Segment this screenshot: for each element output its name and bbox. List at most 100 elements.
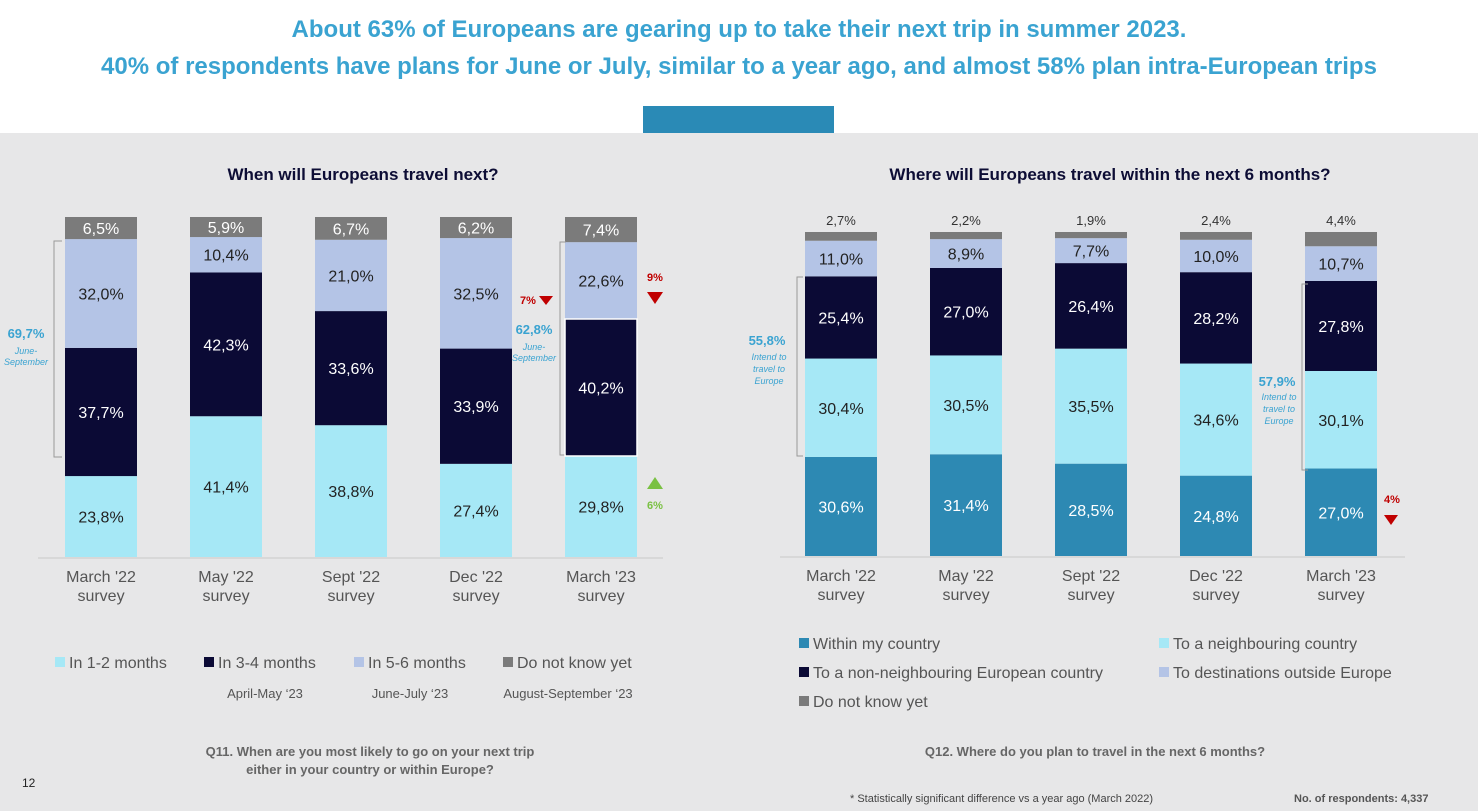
data-label: 31,4% (943, 498, 988, 515)
change-label: 6% (647, 500, 663, 512)
x-tick-label: May '22 (198, 569, 254, 586)
legend-swatch (799, 696, 809, 706)
legend-swatch (799, 667, 809, 677)
bracket-line (53, 240, 62, 458)
bar-segment (190, 416, 262, 557)
bar-segment (805, 276, 877, 359)
data-label: 33,9% (453, 399, 498, 416)
data-label: 5,9% (208, 220, 244, 237)
data-label: 32,5% (453, 286, 498, 303)
x-tick-label: Sept '22 (1062, 568, 1120, 585)
change-label: 7% (520, 295, 536, 307)
legend-label: Do not know yet (813, 694, 928, 711)
x-tick-label: March '23 (1306, 568, 1376, 585)
bracket-line (796, 276, 803, 457)
data-label: 11,0% (819, 252, 863, 269)
right-chart-title: Where will Europeans travel within the n… (889, 165, 1331, 184)
bar-segment (565, 319, 637, 456)
data-label: 26,4% (1068, 299, 1113, 316)
data-label: 23,8% (78, 510, 123, 527)
annotation-value: 55,8% (749, 333, 786, 348)
x-tick-label: March '23 (566, 569, 636, 586)
bar-segment (440, 463, 512, 557)
legend-swatch (1159, 667, 1169, 677)
down-arrow-icon (539, 296, 553, 305)
bar-segment (1055, 463, 1127, 556)
bar-segment (65, 239, 137, 348)
data-label: 34,6% (1193, 413, 1238, 430)
footnote: * Statistically significant difference v… (850, 793, 1154, 805)
bar-segment (930, 355, 1002, 455)
annotation-text: travel to (1263, 404, 1295, 414)
annotation-text: June- (522, 342, 546, 352)
left-legend-item: In 3-4 months (204, 655, 316, 673)
bar-segment (1055, 348, 1127, 464)
bar-segment (315, 311, 387, 426)
x-tick-label: survey (942, 587, 989, 604)
data-label: 35,5% (1068, 399, 1113, 416)
legend-label: In 3-4 months (218, 655, 316, 672)
data-label: 27,4% (453, 503, 498, 520)
data-label: 2,2% (951, 213, 981, 228)
data-label: 30,6% (818, 499, 863, 516)
sub-label-aug-sept: August-September ‘23 (503, 686, 633, 701)
bar-segment (565, 455, 637, 557)
annotation-value: 69,7% (8, 326, 45, 341)
right-legend-item: Within my country (799, 636, 940, 654)
data-label: 7,7% (1073, 244, 1109, 261)
legend-swatch (1159, 638, 1169, 648)
down-arrow-icon (1384, 515, 1398, 525)
bar-segment (1055, 238, 1127, 264)
data-label: 27,0% (943, 305, 988, 322)
annotation-text: Intend to (751, 352, 786, 362)
x-tick-label: survey (77, 588, 124, 605)
question-line: Q11. When are you most likely to go on y… (205, 744, 535, 759)
legend-swatch (204, 657, 214, 667)
accent-bar (643, 106, 834, 133)
legend-swatch (55, 657, 65, 667)
x-tick-label: survey (1067, 587, 1114, 604)
bar-segment (440, 217, 512, 239)
data-label: 10,0% (1193, 249, 1238, 266)
x-tick-label: May '22 (938, 568, 994, 585)
annotation-text: travel to (753, 364, 785, 374)
data-label: 6,2% (458, 221, 494, 238)
bracket-line (559, 241, 566, 456)
legend-label: To destinations outside Europe (1173, 665, 1392, 682)
data-label: 27,0% (1318, 505, 1363, 522)
bar-segment (1055, 263, 1127, 349)
x-tick-label: Dec '22 (449, 569, 503, 586)
right-legend-item: To a neighbouring country (1159, 636, 1357, 654)
bar-segment (190, 217, 262, 238)
respondents-count: No. of respondents: 4,337 (1294, 793, 1429, 805)
bar-segment (1180, 239, 1252, 273)
change-label: 4% (1384, 494, 1400, 506)
bar-segment (1180, 475, 1252, 556)
data-label: 7,4% (583, 223, 619, 240)
right-legend-item: Do not know yet (799, 694, 928, 712)
x-tick-label: survey (452, 588, 499, 605)
annotation-text: Intend to (1261, 392, 1296, 402)
data-label: 25,4% (818, 310, 863, 327)
bar-segment (930, 454, 1002, 556)
annotation-value: 57,9% (1259, 374, 1296, 389)
x-tick-label: March '22 (66, 569, 136, 586)
x-tick-label: Dec '22 (1189, 568, 1243, 585)
bar-segment (1180, 363, 1252, 476)
annotation-text: Europe (754, 376, 783, 386)
bar-segment (1180, 232, 1252, 240)
right-question: Q12. Where do you plan to travel in the … (924, 744, 1266, 759)
annotation-text: June- (14, 346, 38, 356)
data-label: 32,0% (78, 287, 123, 304)
bar-segment (1305, 280, 1377, 371)
headline-line-1: About 63% of Europeans are gearing up to… (291, 16, 1187, 43)
data-label: 38,8% (328, 484, 373, 501)
headline-line-2: 40% of respondents have plans for June o… (101, 53, 1377, 80)
data-label: 29,8% (578, 499, 623, 516)
bar-segment (440, 238, 512, 349)
data-label: 28,5% (1068, 503, 1113, 520)
x-tick-label: survey (327, 588, 374, 605)
data-label: 33,6% (328, 361, 373, 378)
bar-segment (930, 232, 1002, 240)
